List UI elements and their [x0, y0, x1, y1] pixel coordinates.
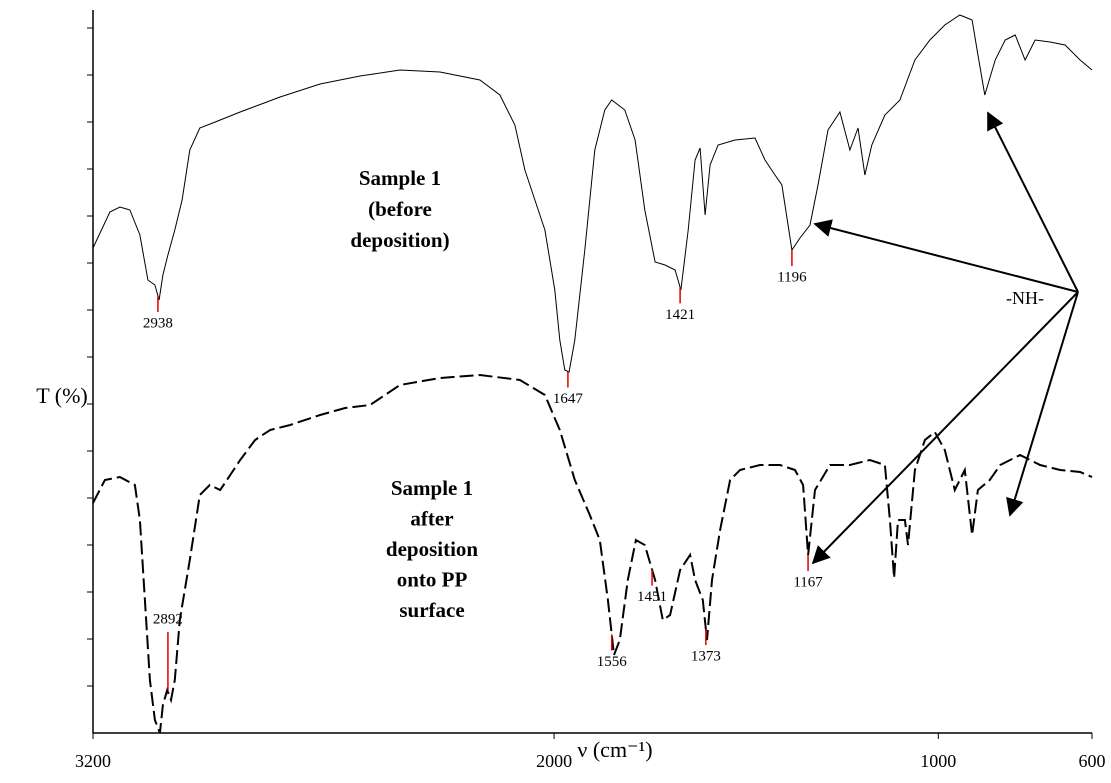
curve-label: Sample 1	[391, 476, 473, 500]
arrow	[813, 219, 1079, 293]
x-tick-label: 2000	[536, 751, 572, 771]
y-axis-title: T (%)	[36, 383, 88, 408]
curve-label: (before	[368, 197, 432, 221]
curve-label: after	[410, 506, 453, 530]
peak-label: 1556	[597, 654, 628, 670]
annotation: -NH-	[1006, 288, 1044, 308]
peak-label: 1196	[777, 269, 807, 285]
curve-label: onto PP	[397, 567, 468, 591]
x-tick-label: 600	[1079, 751, 1106, 771]
peak-label: 2938	[143, 315, 173, 331]
arrow	[811, 291, 1079, 565]
curve-label: Sample 1	[359, 166, 441, 190]
arrow	[987, 111, 1079, 293]
curve-label: deposition	[386, 537, 479, 561]
peak-label: 1647	[553, 391, 584, 407]
arrows	[811, 111, 1079, 565]
curve-label: surface	[399, 598, 464, 622]
x-tick-label: 1000	[920, 751, 956, 771]
peak-label: 1451	[637, 589, 667, 605]
peak-label: 1373	[691, 649, 721, 665]
curve-label: deposition)	[350, 228, 449, 252]
peak-label: 1167	[793, 574, 823, 590]
series-line	[92, 14, 1093, 373]
x-tick-label: 3200	[75, 751, 111, 771]
arrow	[1006, 291, 1079, 517]
x-axis-title: ν (cm⁻¹)	[577, 737, 652, 762]
peak-label: 1421	[665, 307, 695, 323]
peak-label: 2892	[153, 611, 183, 627]
series-line	[92, 373, 1093, 734]
